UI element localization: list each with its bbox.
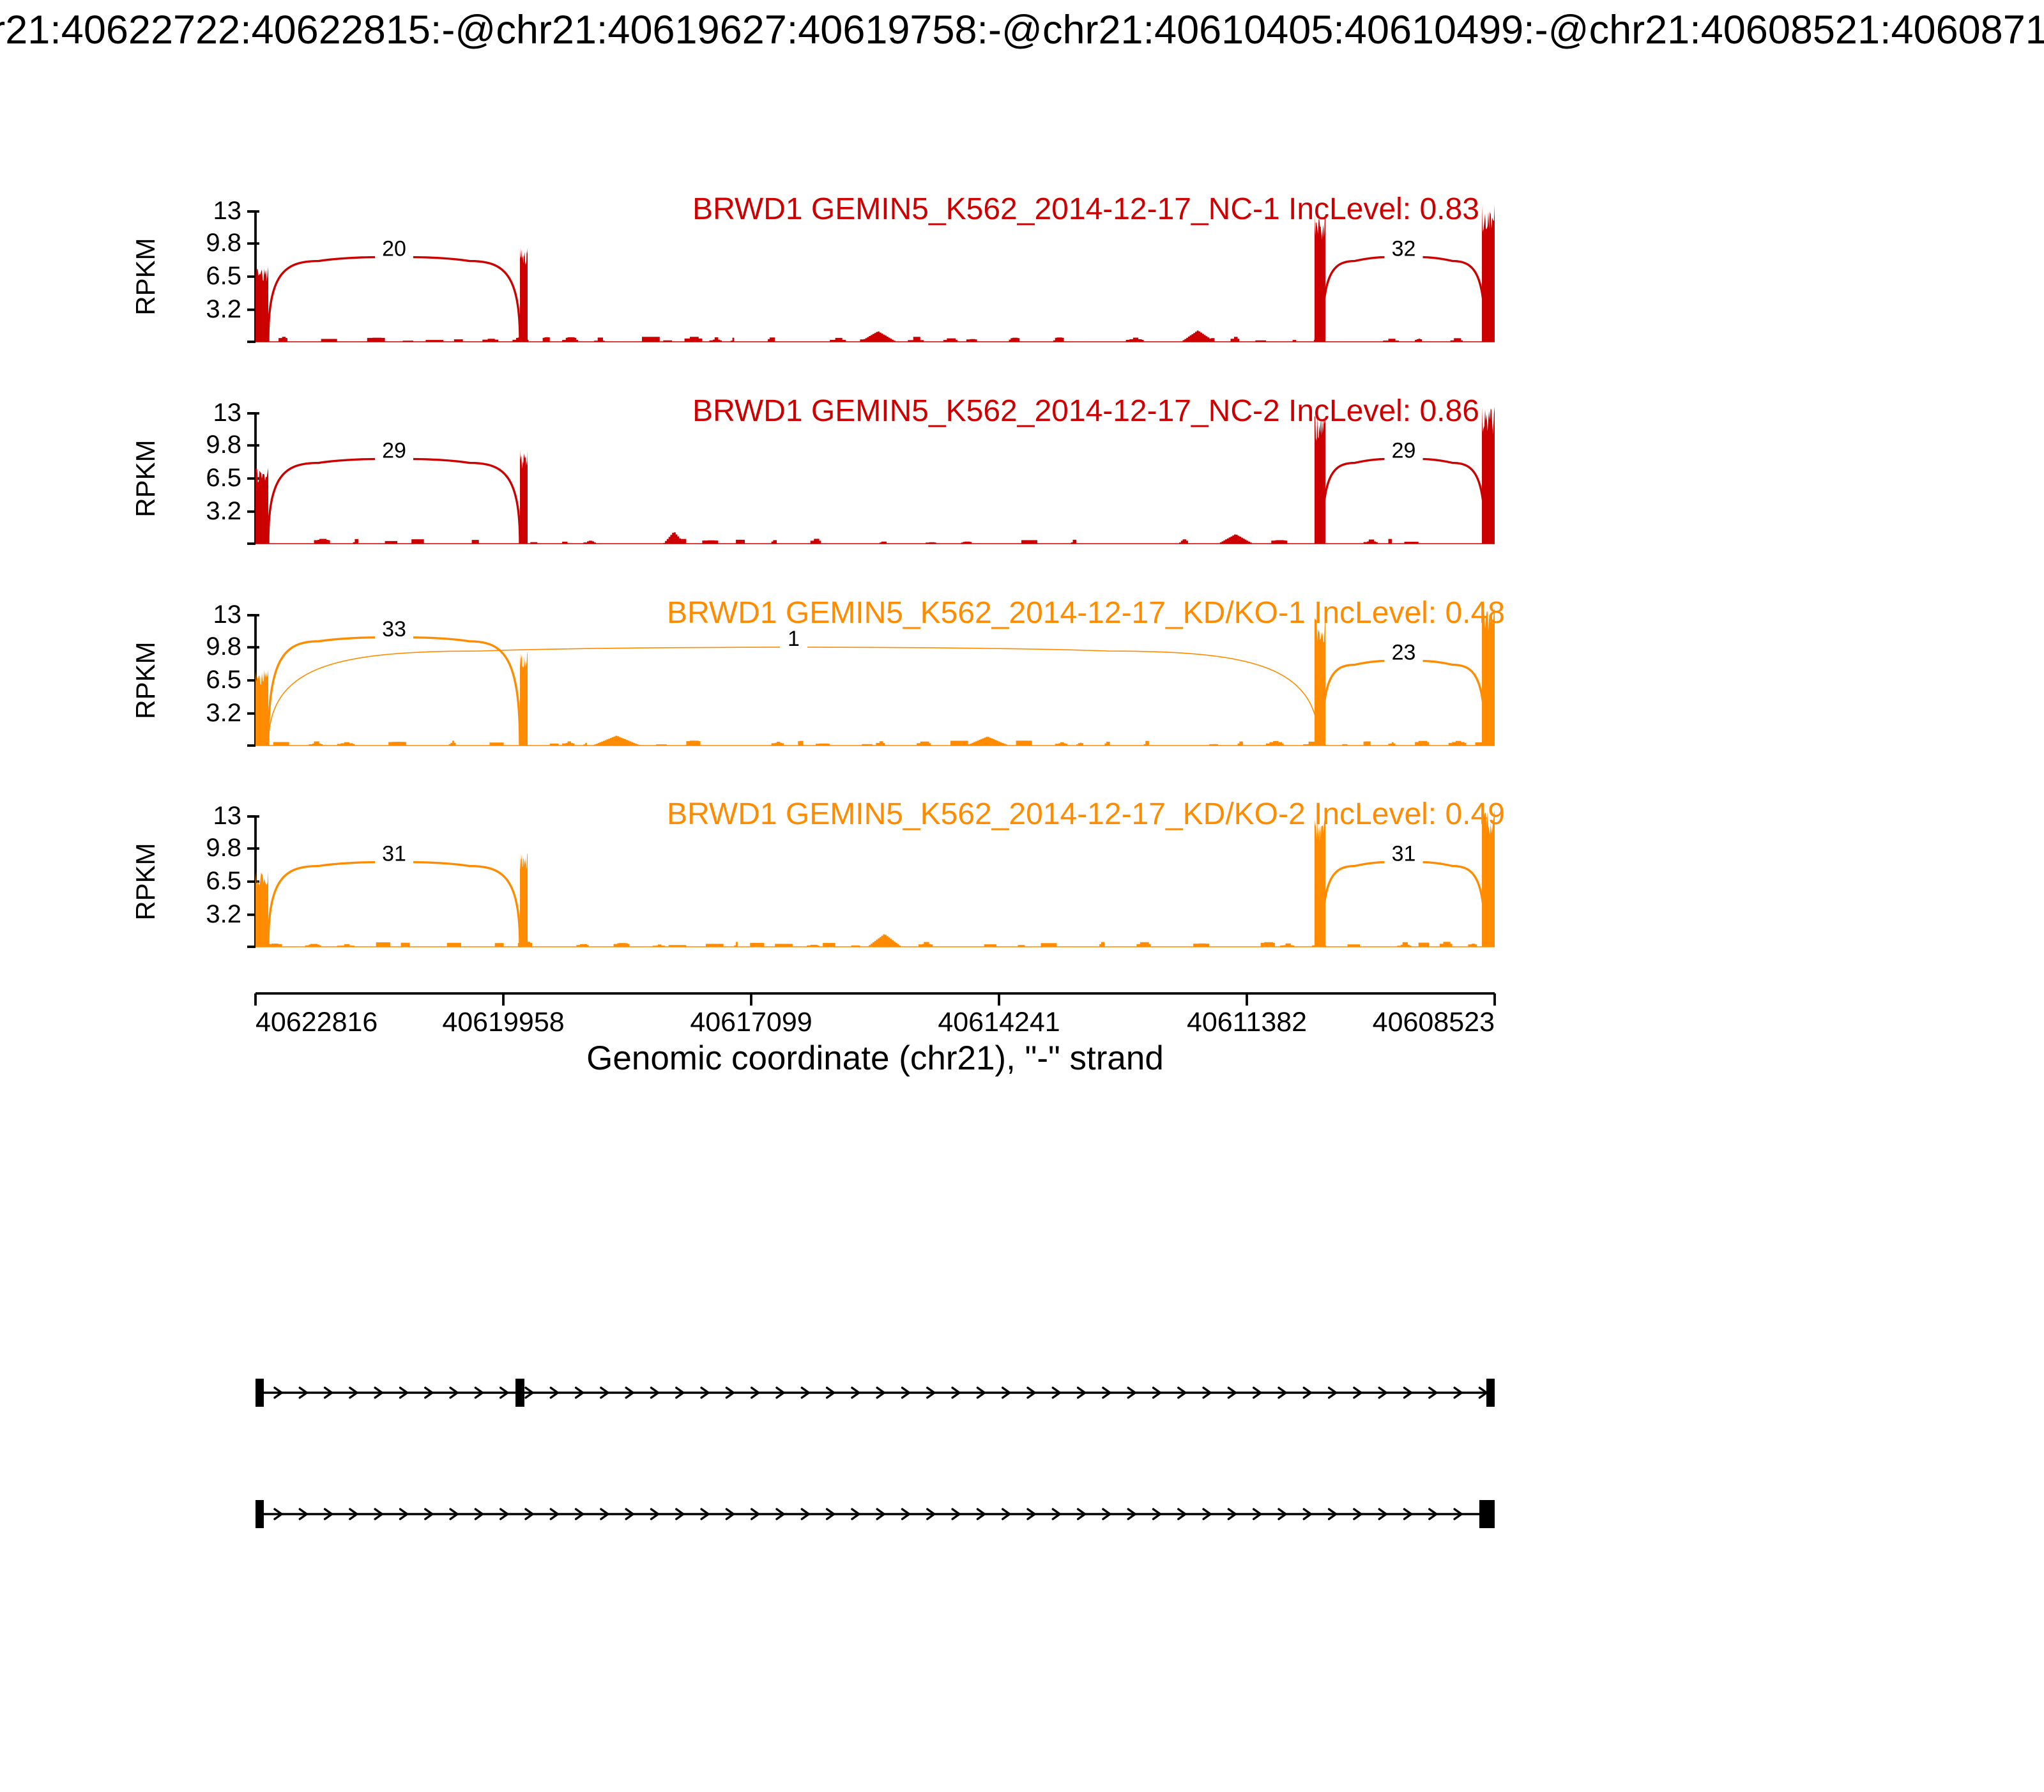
svg-text:31: 31 xyxy=(1392,842,1416,866)
svg-text:3.2: 3.2 xyxy=(206,295,241,323)
svg-text:6.5: 6.5 xyxy=(206,464,241,492)
svg-text:BRWD1 GEMIN5_K562_2014-12-17_K: BRWD1 GEMIN5_K562_2014-12-17_KD/KO-1 Inc… xyxy=(667,596,1505,630)
svg-text:20: 20 xyxy=(382,237,406,261)
svg-text:1: 1 xyxy=(788,627,800,651)
svg-text:RPKM: RPKM xyxy=(130,440,160,517)
svg-text:32: 32 xyxy=(1392,237,1416,261)
svg-text:RPKM: RPKM xyxy=(130,641,160,719)
svg-text:6.5: 6.5 xyxy=(206,262,241,290)
svg-text:40622816: 40622816 xyxy=(256,1007,378,1038)
svg-text:Genomic coordinate (chr21), "-: Genomic coordinate (chr21), "-" strand xyxy=(586,1039,1164,1077)
svg-text:29: 29 xyxy=(382,439,406,463)
svg-text:40614241: 40614241 xyxy=(938,1007,1060,1038)
svg-text:9.8: 9.8 xyxy=(206,229,241,257)
svg-text:chr21:40622722:40622815:-@chr2: chr21:40622722:40622815:-@chr21:40619627… xyxy=(0,8,2044,52)
svg-text:BRWD1 GEMIN5_K562_2014-12-17_K: BRWD1 GEMIN5_K562_2014-12-17_KD/KO-2 Inc… xyxy=(667,797,1505,831)
svg-text:BRWD1 GEMIN5_K562_2014-12-17_N: BRWD1 GEMIN5_K562_2014-12-17_NC-2 IncLev… xyxy=(692,394,1479,428)
svg-text:3.2: 3.2 xyxy=(206,699,241,727)
svg-text:3.2: 3.2 xyxy=(206,497,241,525)
svg-text:13: 13 xyxy=(213,601,242,629)
svg-text:9.8: 9.8 xyxy=(206,431,241,459)
svg-text:29: 29 xyxy=(1392,439,1416,463)
svg-text:6.5: 6.5 xyxy=(206,666,241,694)
svg-text:23: 23 xyxy=(1392,641,1416,665)
svg-text:33: 33 xyxy=(382,617,406,641)
svg-text:13: 13 xyxy=(213,399,242,427)
svg-text:9.8: 9.8 xyxy=(206,834,241,862)
svg-text:BRWD1 GEMIN5_K562_2014-12-17_N: BRWD1 GEMIN5_K562_2014-12-17_NC-1 IncLev… xyxy=(692,192,1479,226)
svg-text:RPKM: RPKM xyxy=(130,238,160,315)
svg-text:9.8: 9.8 xyxy=(206,632,241,661)
svg-text:13: 13 xyxy=(213,802,242,830)
svg-text:40611382: 40611382 xyxy=(1187,1007,1307,1038)
svg-text:3.2: 3.2 xyxy=(206,900,241,928)
svg-text:40619958: 40619958 xyxy=(442,1007,564,1038)
svg-text:31: 31 xyxy=(382,842,406,866)
svg-text:40617099: 40617099 xyxy=(690,1007,812,1038)
svg-text:13: 13 xyxy=(213,197,242,225)
svg-text:RPKM: RPKM xyxy=(130,843,160,920)
svg-text:40608523: 40608523 xyxy=(1373,1007,1495,1038)
svg-text:6.5: 6.5 xyxy=(206,867,241,895)
